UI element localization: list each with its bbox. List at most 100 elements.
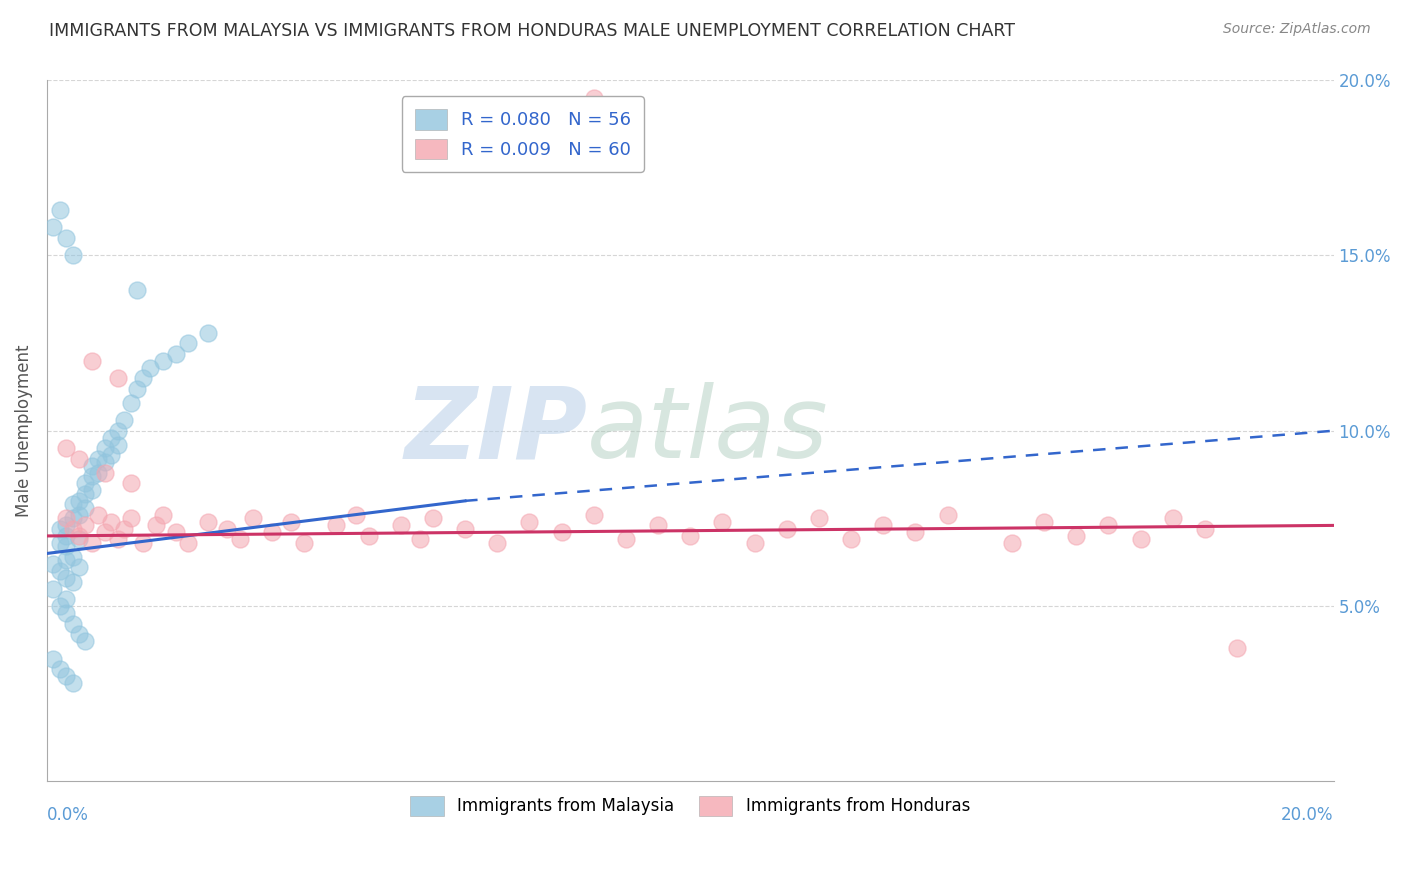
Point	[1001, 536, 1024, 550]
Point	[872, 518, 894, 533]
Point	[55, 540, 77, 554]
Point	[80, 458, 103, 473]
Point	[49, 536, 72, 550]
Point	[125, 382, 148, 396]
Point	[807, 511, 830, 525]
Point	[42, 557, 65, 571]
Point	[145, 518, 167, 533]
Point	[776, 522, 799, 536]
Point	[75, 518, 97, 533]
Point	[582, 90, 605, 104]
Y-axis label: Male Unemployment: Male Unemployment	[15, 344, 32, 517]
Point	[614, 533, 637, 547]
Point	[55, 518, 77, 533]
Point	[67, 508, 90, 522]
Point	[55, 669, 77, 683]
Point	[100, 431, 122, 445]
Text: IMMIGRANTS FROM MALAYSIA VS IMMIGRANTS FROM HONDURAS MALE UNEMPLOYMENT CORRELATI: IMMIGRANTS FROM MALAYSIA VS IMMIGRANTS F…	[49, 22, 1015, 40]
Point	[280, 515, 302, 529]
Point	[215, 522, 238, 536]
Point	[42, 220, 65, 235]
Point	[75, 634, 97, 648]
Point	[1129, 533, 1152, 547]
Point	[647, 518, 669, 533]
Point	[94, 466, 117, 480]
Point	[1161, 511, 1184, 525]
Point	[1226, 641, 1249, 656]
Point	[422, 511, 444, 525]
Point	[94, 525, 117, 540]
Point	[389, 518, 412, 533]
Point	[936, 508, 959, 522]
Point	[62, 676, 84, 690]
Point	[744, 536, 766, 550]
Point	[75, 500, 97, 515]
Point	[357, 529, 380, 543]
Point	[42, 651, 65, 665]
Point	[1033, 515, 1056, 529]
Point	[55, 592, 77, 607]
Point	[80, 469, 103, 483]
Point	[80, 483, 103, 498]
Point	[49, 662, 72, 676]
Point	[550, 525, 572, 540]
Point	[55, 231, 77, 245]
Point	[177, 536, 200, 550]
Point	[80, 536, 103, 550]
Point	[519, 515, 541, 529]
Text: atlas: atlas	[588, 382, 830, 479]
Point	[94, 455, 117, 469]
Point	[49, 564, 72, 578]
Point	[711, 515, 734, 529]
Point	[262, 525, 284, 540]
Point	[112, 522, 135, 536]
Point	[132, 536, 155, 550]
Point	[49, 202, 72, 217]
Point	[229, 533, 252, 547]
Text: 0.0%: 0.0%	[46, 806, 89, 824]
Point	[107, 438, 129, 452]
Point	[1194, 522, 1216, 536]
Point	[100, 515, 122, 529]
Point	[112, 413, 135, 427]
Point	[75, 476, 97, 491]
Point	[87, 508, 110, 522]
Point	[132, 371, 155, 385]
Point	[100, 448, 122, 462]
Point	[344, 508, 367, 522]
Point	[62, 248, 84, 262]
Point	[454, 522, 477, 536]
Point	[55, 571, 77, 585]
Point	[75, 487, 97, 501]
Text: Source: ZipAtlas.com: Source: ZipAtlas.com	[1223, 22, 1371, 37]
Point	[107, 371, 129, 385]
Point	[42, 582, 65, 596]
Point	[87, 451, 110, 466]
Point	[62, 497, 84, 511]
Point	[55, 553, 77, 567]
Point	[679, 529, 702, 543]
Point	[904, 525, 927, 540]
Point	[62, 574, 84, 589]
Point	[55, 606, 77, 620]
Point	[55, 442, 77, 456]
Point	[165, 525, 187, 540]
Point	[67, 529, 90, 543]
Text: ZIP: ZIP	[405, 382, 588, 479]
Point	[1064, 529, 1087, 543]
Point	[94, 442, 117, 456]
Point	[107, 533, 129, 547]
Point	[486, 536, 509, 550]
Point	[62, 522, 84, 536]
Point	[87, 466, 110, 480]
Point	[152, 353, 174, 368]
Point	[152, 508, 174, 522]
Point	[67, 493, 90, 508]
Point	[67, 627, 90, 641]
Point	[125, 284, 148, 298]
Point	[165, 346, 187, 360]
Text: 20.0%: 20.0%	[1281, 806, 1334, 824]
Point	[139, 360, 162, 375]
Point	[80, 353, 103, 368]
Point	[839, 533, 862, 547]
